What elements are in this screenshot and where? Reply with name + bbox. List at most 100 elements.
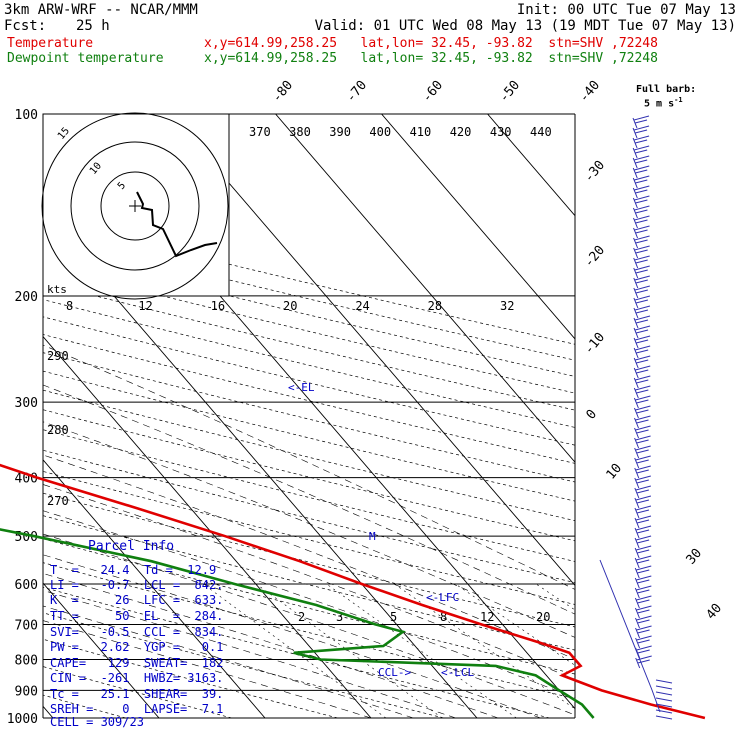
- forecast-hour: 25 h: [76, 18, 110, 34]
- wind-barb-flag: [635, 405, 651, 411]
- temperature-location: x,y=614.99,258.25 lat,lon= 32.45, -93.82…: [204, 36, 658, 51]
- wind-barb-flag: [635, 435, 651, 441]
- wind-barb-flag: [635, 485, 651, 491]
- wind-barb-flag: [636, 409, 649, 414]
- isotherm: [43, 459, 266, 718]
- wind-barb-flag: [636, 469, 649, 474]
- wind-barb-flag: [635, 179, 648, 184]
- wind-barb-flag: [635, 515, 652, 521]
- wind-barb-low-level: [655, 703, 673, 708]
- wind-barb-flag: [636, 625, 652, 631]
- wind-barb-flag: [636, 359, 649, 364]
- mixing-ratio-line: [326, 583, 517, 718]
- wind-barb-flag: [635, 159, 648, 164]
- wind-barb-flag: [637, 639, 650, 644]
- wind-barb-flag: [635, 309, 649, 314]
- adiabat-label: 290: [47, 349, 69, 363]
- theta-label: 410: [410, 125, 432, 139]
- wind-barb-flag: [634, 265, 650, 271]
- wind-barb-flag: [635, 229, 648, 234]
- dry-adiabat: [43, 492, 575, 628]
- parcel-info-title: Parcel Info: [88, 539, 175, 554]
- isotherm: [275, 114, 575, 463]
- wind-barb-flag: [634, 235, 650, 241]
- mixing-ratio-label: 12: [138, 299, 152, 313]
- temperature-profile: [0, 463, 706, 720]
- top-temperature-label: -80: [270, 78, 297, 106]
- wind-barb-flag: [636, 479, 649, 484]
- wind-barb-lower-trace: [599, 559, 661, 713]
- wind-barb-flag: [637, 619, 650, 624]
- pressure-tick-label: 1000: [7, 712, 38, 727]
- wind-barb-flag: [635, 535, 652, 541]
- wind-barb-flag: [636, 419, 649, 424]
- dry-adiabat: [43, 429, 575, 562]
- wind-barb-flag: [636, 635, 652, 641]
- wind-barb-flag: [637, 549, 650, 554]
- wind-barb-low-level: [655, 715, 673, 720]
- wind-barb-flag: [635, 415, 651, 421]
- pressure-tick-label: 300: [15, 396, 38, 411]
- isotherm: [169, 114, 575, 587]
- wind-barb-flag: [637, 569, 650, 574]
- right-temperature-label: 10: [604, 461, 626, 483]
- mixing-ratio-label: 16: [211, 299, 225, 313]
- mixing-ratio-label: 24: [355, 299, 369, 313]
- hodo-ring-15: [41, 112, 229, 300]
- wind-barb-flag: [637, 649, 650, 654]
- wind-barb-flag: [635, 299, 649, 304]
- theta-label: 370: [249, 125, 271, 139]
- wind-barbs: [599, 115, 673, 720]
- wind-barb-flag: [634, 129, 648, 134]
- wind-barb-flag: [636, 499, 650, 504]
- wind-barb-flag: [634, 165, 650, 171]
- wind-barb-flag: [635, 445, 651, 451]
- wind-barb-flag: [636, 459, 649, 464]
- parcel-info-box: Parcel Info T = 24.4 Td = 12.9 LI = -0.7…: [44, 537, 232, 730]
- wind-barb-flag: [636, 379, 649, 384]
- wind-barb-flag: [636, 399, 649, 404]
- wind-barb-flag: [633, 125, 650, 131]
- mixing-ratio-label: 8: [66, 299, 73, 313]
- mixing-ratio-lines: [203, 583, 575, 718]
- dewpoint-legend-label: Dewpoint temperature: [7, 51, 164, 66]
- moist-adiabat: [43, 590, 456, 718]
- wind-barb-flag: [635, 249, 648, 254]
- wind-barb-flag: [634, 195, 650, 201]
- wind-barb-flag: [635, 239, 648, 244]
- wind-barb-flag: [634, 145, 650, 151]
- wind-barb-flag: [635, 385, 651, 391]
- wind-barb-flag: [633, 115, 650, 121]
- barb-note-line1: Full barb:: [636, 84, 697, 95]
- wind-barb-flag: [636, 539, 650, 544]
- isotherm: [43, 335, 372, 718]
- wind-barb-flag: [635, 219, 648, 224]
- hodo-label-5: 5: [116, 180, 128, 192]
- right-temperature-label: 0: [584, 407, 601, 423]
- mixing-ratio-label: 8: [440, 610, 447, 624]
- isotherm: [487, 114, 575, 217]
- mixing-ratio-label: 2: [298, 610, 305, 624]
- wind-barb-flag: [636, 449, 649, 454]
- theta-label: 390: [329, 125, 351, 139]
- isotherm: [381, 114, 575, 340]
- wind-barb-flag: [635, 495, 652, 501]
- wind-barb-low-level: [655, 691, 673, 696]
- wind-barb-flag: [636, 349, 649, 354]
- wind-barb-flag: [634, 175, 650, 181]
- pressure-tick-label: 600: [15, 578, 38, 593]
- parcel-row: PW = 2.62 YGP = 0.1: [50, 640, 224, 654]
- isotherm: [43, 582, 160, 718]
- theta-label: 440: [530, 125, 552, 139]
- wind-barb-flag: [637, 559, 650, 564]
- parcel-row: SREH = 0 LAPSE= 7.1: [50, 702, 224, 716]
- wind-barb-flag: [633, 135, 650, 141]
- theta-label: 430: [490, 125, 512, 139]
- wind-barb-flag: [637, 629, 650, 634]
- hodograph: 5 10 15 kts: [41, 112, 230, 300]
- parcel-row: Tc = 25.1 SHEAR= 39.: [50, 687, 224, 701]
- right-temperature-label: -20: [582, 243, 609, 271]
- wind-barb-flag: [636, 369, 649, 374]
- moist-adiabat: [43, 605, 414, 718]
